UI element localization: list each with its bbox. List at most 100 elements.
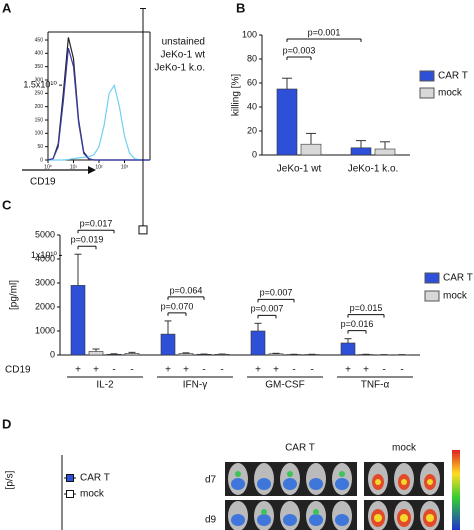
y-tick-label: 1000	[35, 325, 55, 335]
p-value: p=0.001	[308, 27, 341, 37]
image-row-label: d7	[205, 475, 217, 486]
data-point	[138, 225, 148, 235]
bar	[106, 353, 122, 356]
y-tick-label: 0	[50, 349, 55, 359]
y-tick-label: 0	[40, 157, 43, 163]
y-tick-label: 80	[247, 53, 257, 63]
y-tick-label: 1.5x10¹⁰	[23, 80, 57, 90]
p-value: p=0.003	[283, 45, 316, 55]
cd19-sign: -	[292, 365, 295, 376]
legend-label: mock	[438, 88, 463, 99]
x-tick-label: IFN-γ	[183, 380, 207, 391]
y-tick-label: 300	[35, 77, 44, 83]
panel-label: B	[236, 0, 245, 15]
bar	[374, 148, 396, 156]
bar	[160, 333, 176, 356]
y-tick-label: 2000	[35, 301, 55, 311]
y-tick-label: 400	[35, 51, 44, 57]
legend-swatch	[424, 272, 440, 284]
x-tick-label: JeKo-1 wt	[277, 164, 322, 175]
bar	[124, 353, 140, 356]
x-tick-label: TNF-α	[361, 380, 390, 391]
legend-label: JeKo-1 wt	[161, 50, 206, 61]
image-column-label: mock	[392, 443, 417, 454]
bar	[300, 143, 322, 156]
x-tick-label: JeKo-1 k.o.	[348, 164, 399, 175]
legend-swatch	[424, 290, 440, 302]
bar	[88, 351, 104, 356]
panel-label: D	[2, 416, 11, 431]
p-value: p=0.015	[350, 303, 383, 313]
bar	[178, 353, 194, 356]
y-tick-label: 20	[247, 125, 257, 135]
cd19-sign: +	[183, 365, 189, 376]
y-tick-label: 250	[35, 91, 44, 97]
y-tick-label: 4000	[35, 253, 55, 263]
cd19-sign: +	[75, 365, 81, 376]
cd19-sign: -	[382, 365, 385, 376]
image-column-label: CAR T	[285, 443, 315, 454]
p-value: p=0.007	[260, 288, 293, 298]
y-tick-label: 150	[35, 117, 44, 123]
x-tick-label: GM-CSF	[265, 380, 304, 391]
cd19-sign: +	[165, 365, 171, 376]
arrow-head	[88, 166, 96, 174]
cd19-label: CD19	[5, 365, 31, 376]
legend-label: CAR T	[443, 273, 473, 284]
legend-swatch	[419, 70, 435, 82]
x-axis-label: CD19	[30, 177, 56, 188]
cd19-sign: -	[112, 365, 115, 376]
cd19-sign: -	[220, 365, 223, 376]
image-row-label: d9	[205, 515, 217, 526]
y-axis-label: [p/s]	[5, 470, 16, 489]
legend-marker	[66, 474, 74, 482]
histogram-curve	[48, 83, 150, 161]
x-tick-label: IL-2	[96, 380, 114, 391]
y-tick-label: 60	[247, 77, 257, 87]
legend-label: JeKo-1 k.o.	[154, 63, 205, 74]
x-tick-label: 10¹	[70, 164, 78, 170]
bar	[340, 342, 356, 356]
mouse-images	[225, 450, 460, 530]
bar	[250, 330, 266, 356]
p-value: p=0.007	[251, 304, 284, 314]
legend-label: mock	[80, 489, 105, 500]
y-tick-label: 1x10¹⁰	[31, 250, 58, 260]
bar	[70, 285, 86, 356]
cd19-sign: +	[255, 365, 261, 376]
y-axis-label: [pg/ml]	[9, 280, 20, 310]
cd19-sign: +	[273, 365, 279, 376]
cd19-sign: -	[310, 365, 313, 376]
y-tick-label: 40	[247, 101, 257, 111]
cd19-sign: -	[400, 365, 403, 376]
p-value: p=0.019	[71, 235, 104, 245]
cd19-sign: -	[202, 365, 205, 376]
x-tick-label: 10²	[95, 164, 103, 170]
bar	[350, 147, 372, 156]
cd19-sign: +	[93, 365, 99, 376]
legend-label: mock	[443, 291, 468, 302]
panel-label: A	[2, 0, 12, 15]
cd19-sign: +	[345, 365, 351, 376]
histogram-curve	[47, 47, 150, 161]
p-value: p=0.017	[80, 219, 113, 229]
legend-label: unstained	[162, 37, 205, 48]
cd19-sign: -	[130, 365, 133, 376]
p-value: p=0.064	[170, 285, 203, 295]
legend-swatch	[419, 87, 435, 99]
y-tick-label: 200	[35, 104, 44, 110]
cd19-sign: +	[363, 365, 369, 376]
y-tick-label: 3000	[35, 277, 55, 287]
bar	[276, 88, 298, 156]
p-value: p=0.016	[341, 319, 374, 329]
y-tick-label: 100	[35, 131, 44, 137]
y-axis-label: killing [%]	[231, 74, 242, 116]
legend-marker	[66, 490, 74, 498]
x-tick-label: 10⁰	[44, 164, 52, 170]
y-tick-label: 5000	[35, 229, 55, 239]
y-tick-label: 50	[37, 144, 43, 150]
x-tick-label: 10³	[121, 164, 129, 170]
y-tick-label: 100	[242, 29, 257, 39]
legend-label: CAR T	[438, 71, 468, 82]
